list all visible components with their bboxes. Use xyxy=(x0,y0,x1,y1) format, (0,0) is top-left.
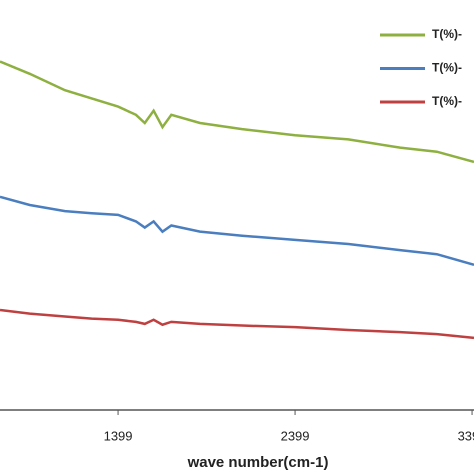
x-tick-label: 2399 xyxy=(281,428,310,443)
series-line xyxy=(0,308,474,340)
legend-label: T(%)- xyxy=(432,27,462,41)
series-line xyxy=(0,195,474,267)
x-tick-label: 3399 xyxy=(458,428,474,443)
legend-label: T(%)- xyxy=(432,61,462,75)
x-axis-label: wave number(cm-1) xyxy=(187,454,329,471)
legend-label: T(%)- xyxy=(432,94,462,108)
series-line xyxy=(0,60,474,164)
x-tick-label: 1399 xyxy=(104,428,133,443)
